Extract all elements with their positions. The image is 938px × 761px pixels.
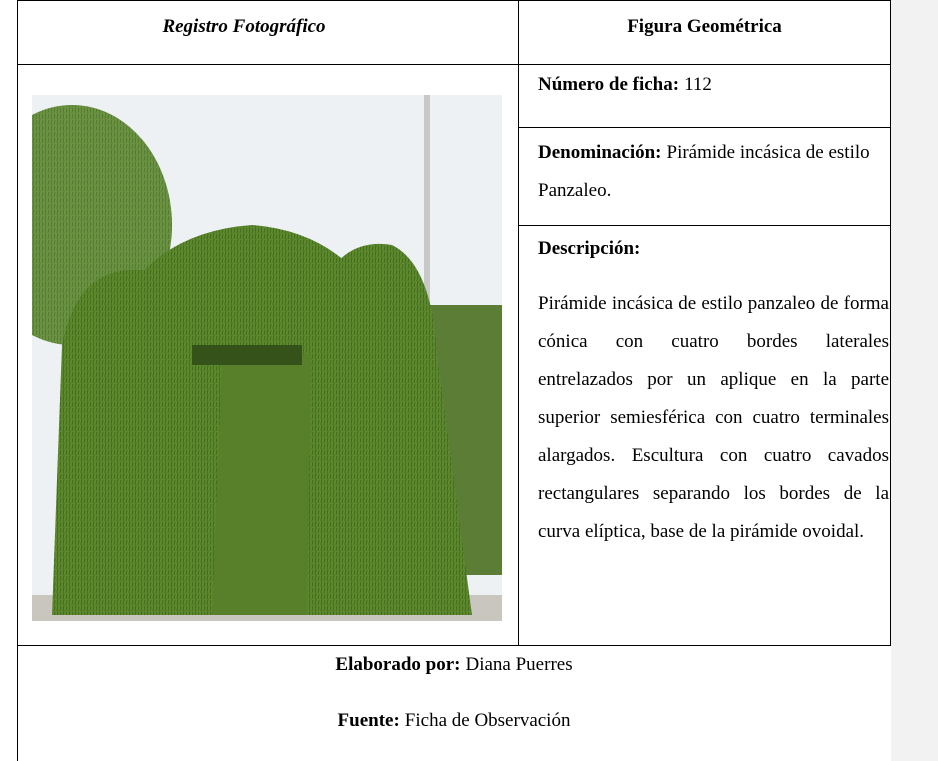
border (518, 127, 891, 128)
field-ficha: Número de ficha: 112 (538, 74, 888, 96)
label: Número de ficha: (538, 74, 680, 95)
header-cell: Registro Fotográfico (162, 16, 326, 37)
label: Descripción: (538, 238, 641, 259)
label: Elaborado por: (335, 654, 461, 675)
header-cell: Figura Geométrica (627, 16, 782, 37)
side-strip (891, 0, 938, 761)
value: Pirámide incásica de estilo Panzaleo. (538, 142, 870, 201)
value: Ficha de Observación (404, 710, 571, 731)
field-descripcion-label: Descripción: (538, 238, 888, 260)
field-denominacion: Denominación: Pirámide incásica de estilo… (538, 134, 888, 210)
border (17, 0, 891, 1)
footer-source: Fuente: Ficha de Observación (17, 710, 891, 732)
border (17, 0, 18, 761)
border (518, 225, 891, 226)
footer-author: Elaborado por: Diana Puerres (17, 654, 891, 676)
label: Denominación: (538, 142, 662, 163)
description: Pirámide incásica de estilo panzaleo de … (538, 293, 889, 542)
label: Fuente: (337, 710, 400, 731)
photo (32, 95, 502, 621)
border (17, 645, 891, 646)
border (518, 0, 519, 646)
value: Diana Puerres (465, 654, 573, 675)
border (890, 0, 891, 646)
border (17, 64, 891, 65)
value: 112 (684, 74, 712, 95)
